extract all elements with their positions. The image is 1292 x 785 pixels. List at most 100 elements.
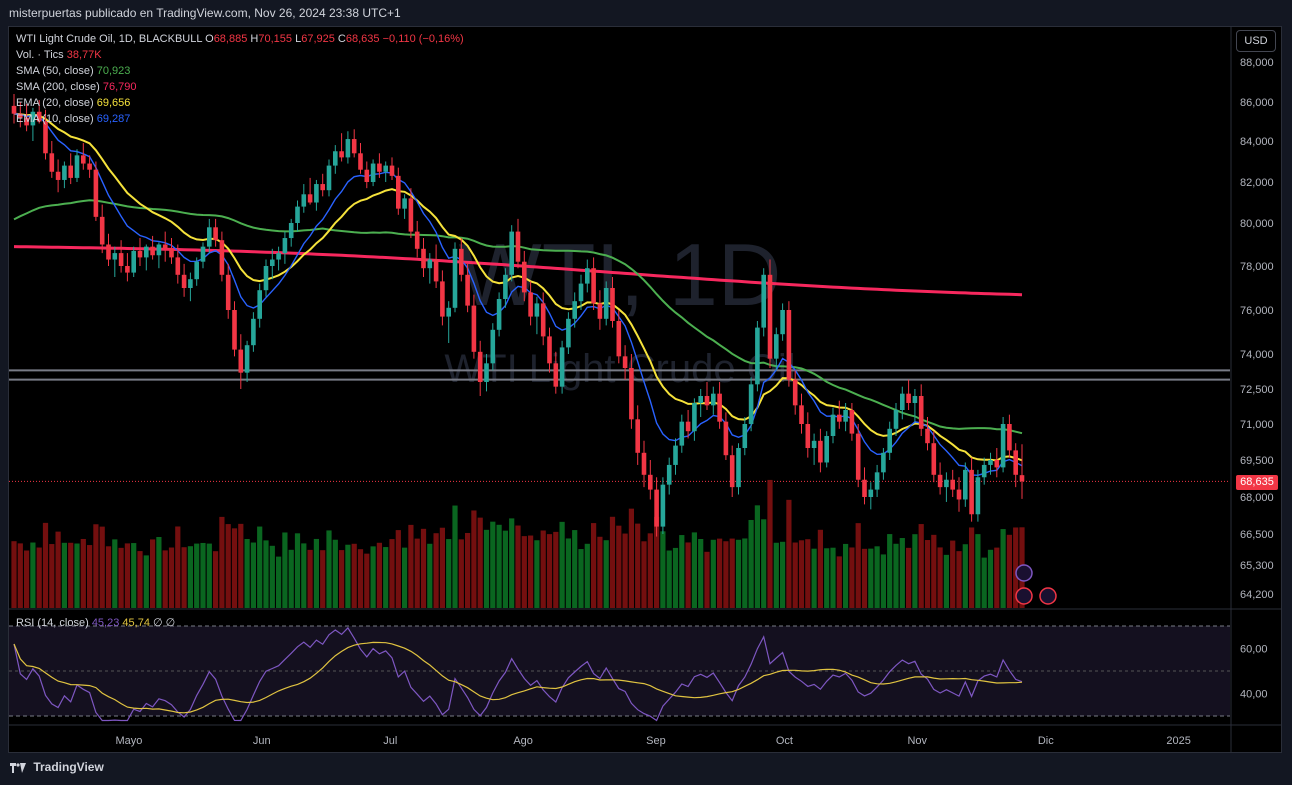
volume-bar xyxy=(811,548,817,608)
volume-bar xyxy=(981,557,987,608)
candle xyxy=(868,482,874,510)
candle xyxy=(440,270,445,326)
volume-bar xyxy=(452,505,458,608)
candle-body xyxy=(18,113,23,118)
volume-bar xyxy=(515,525,521,608)
candle-body xyxy=(11,105,17,114)
candle-body xyxy=(736,448,741,488)
volume-bar xyxy=(332,539,338,608)
candle-body xyxy=(660,484,666,527)
volume-bar xyxy=(868,548,874,608)
time-tick-label: Sep xyxy=(646,735,666,747)
candle xyxy=(452,242,458,313)
candle-body xyxy=(36,111,42,122)
candle-body xyxy=(975,477,981,515)
candle xyxy=(333,145,338,174)
candle-body xyxy=(1019,475,1025,482)
price-tick-label: 82,000 xyxy=(1240,177,1274,189)
candle-body xyxy=(396,175,401,209)
volume-bar xyxy=(654,516,660,608)
candle xyxy=(780,303,785,341)
time-tick-label: Jul xyxy=(383,735,397,747)
volume-bar xyxy=(376,542,382,608)
candle-body xyxy=(780,310,785,335)
candle xyxy=(509,225,514,282)
volume-bar xyxy=(408,524,414,608)
candle-body xyxy=(225,274,231,310)
candle xyxy=(566,312,571,354)
volume-bar xyxy=(685,542,691,608)
footer-brand[interactable]: TradingView xyxy=(10,760,104,774)
volume-bar xyxy=(830,547,836,608)
candle xyxy=(137,238,143,266)
price-tick-label: 80,000 xyxy=(1240,218,1274,230)
volume-bar xyxy=(143,555,149,608)
candle-body xyxy=(55,171,61,180)
candle-body xyxy=(370,163,376,182)
volume-bar xyxy=(786,499,792,608)
candle xyxy=(225,263,231,319)
volume-bar xyxy=(175,526,181,608)
volume-bar xyxy=(244,538,250,608)
volume-bar xyxy=(112,539,118,608)
candle xyxy=(408,188,414,239)
candle-body xyxy=(150,246,155,256)
candle-body xyxy=(685,421,691,432)
candle xyxy=(314,179,319,211)
candle-body xyxy=(301,194,307,207)
candle-body xyxy=(755,327,760,385)
candle xyxy=(99,204,105,254)
volume-bar xyxy=(200,542,206,608)
currency-button[interactable]: USD xyxy=(1236,30,1276,52)
candle xyxy=(635,405,640,465)
candle-body xyxy=(24,117,29,126)
candle xyxy=(345,131,351,164)
event-flag-icon xyxy=(1015,587,1033,605)
price-tick-label: 76,000 xyxy=(1240,305,1274,317)
candle xyxy=(578,274,584,310)
candle-body xyxy=(729,455,735,488)
legend-open-label: O xyxy=(205,33,214,45)
volume-bar xyxy=(717,538,723,608)
rsi-legend: RSI (14, close) 45,23 45,74 ∅ ∅ xyxy=(16,616,175,629)
volume-bar xyxy=(937,547,943,608)
volume-bar xyxy=(49,544,55,608)
candle-body xyxy=(704,396,710,406)
candle-body xyxy=(956,489,962,500)
legend-low-label: L xyxy=(295,33,302,45)
candle-body xyxy=(339,151,344,158)
volume-bar xyxy=(987,549,994,608)
candle-body xyxy=(918,396,924,429)
candle xyxy=(547,327,552,373)
candle-body xyxy=(200,246,206,262)
legend-volume-row: Vol. · Tics 38,77K xyxy=(16,47,464,63)
candle-body xyxy=(610,288,615,321)
volume-bar xyxy=(263,540,269,608)
candle xyxy=(465,263,470,313)
candle xyxy=(24,103,29,132)
candle xyxy=(629,354,634,429)
volume-bar xyxy=(855,523,861,608)
volume-bar xyxy=(24,550,30,608)
candle xyxy=(194,257,199,286)
candle xyxy=(503,268,508,308)
candle xyxy=(761,268,766,337)
volume-bar xyxy=(950,540,956,608)
volume-bar xyxy=(754,505,760,608)
volume-bar xyxy=(357,549,364,608)
price-tick-label: 65,300 xyxy=(1240,560,1274,572)
candle-body xyxy=(440,281,445,317)
candle xyxy=(125,253,130,282)
candle-body xyxy=(629,368,634,420)
candle xyxy=(774,327,779,371)
volume-bar xyxy=(962,544,968,608)
candle-body xyxy=(282,238,288,254)
candle xyxy=(446,301,451,343)
candle xyxy=(534,296,540,335)
volume-bar xyxy=(389,539,395,608)
candle xyxy=(540,292,546,346)
rsi-ma-value: 45,74 xyxy=(122,617,150,629)
candle xyxy=(792,370,798,415)
candle xyxy=(18,102,23,128)
